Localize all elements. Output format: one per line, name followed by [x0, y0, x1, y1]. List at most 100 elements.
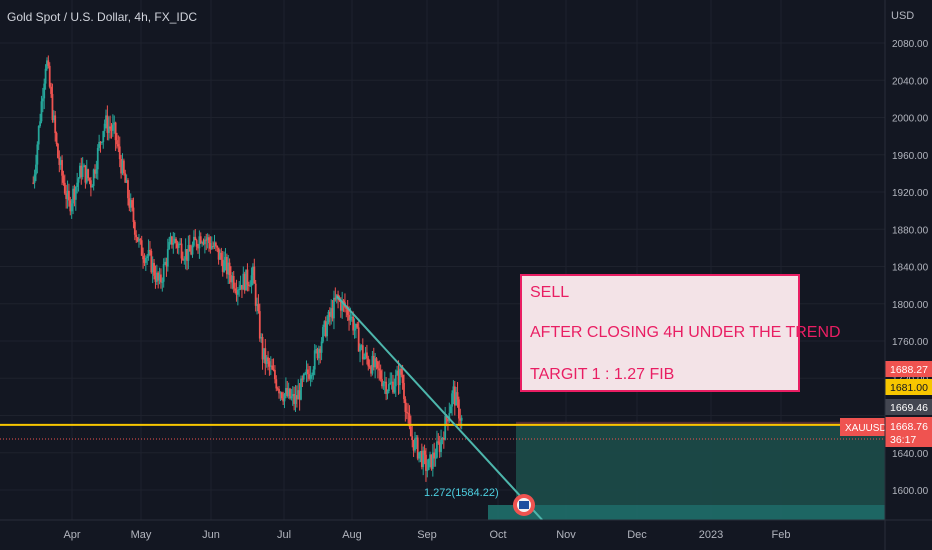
candle-body [157, 272, 160, 281]
candle-body [241, 285, 243, 290]
candle-body [418, 452, 420, 459]
candle-body [301, 378, 304, 380]
candle-body [103, 123, 106, 132]
candle-body [37, 126, 40, 145]
candle-body [179, 243, 182, 245]
candle-body [265, 357, 268, 364]
candle-body [283, 393, 286, 402]
candle-body [287, 388, 290, 396]
candle-body [40, 101, 43, 122]
candle-body [433, 452, 436, 459]
candle-body [77, 178, 80, 183]
candle-body [205, 239, 208, 241]
candle-body [339, 300, 342, 311]
candle-body [291, 394, 294, 397]
candle-body [76, 182, 79, 187]
candle-body [308, 374, 311, 379]
candle-body [319, 348, 322, 353]
candle-body [449, 406, 452, 414]
candle-body [57, 143, 59, 158]
current-price-tag [885, 417, 932, 447]
candle-body [431, 452, 434, 469]
candle-body [269, 365, 272, 367]
candle-body [111, 124, 114, 131]
candle-body [109, 126, 112, 129]
symbol-tag [840, 418, 885, 436]
trade-note-box[interactable]: SELL AFTER CLOSING 4H UNDER THE TREND TA… [520, 274, 841, 392]
candle-body [447, 419, 449, 422]
candle-body [54, 115, 57, 134]
candle-body [95, 169, 98, 174]
candle-body [349, 316, 352, 321]
candle-body [256, 304, 258, 306]
candle-body [305, 369, 308, 374]
candle-body [331, 308, 334, 319]
candle-body [219, 252, 221, 260]
candle-body [345, 307, 348, 309]
candle-body [312, 369, 315, 375]
candle-body [430, 454, 433, 469]
candle-body [263, 348, 265, 360]
candle-body [129, 200, 132, 208]
candle-body [203, 239, 206, 245]
candle-body [169, 236, 172, 242]
candle-body [113, 122, 116, 125]
candle-body [158, 274, 161, 281]
candle-body [55, 133, 58, 144]
candle-body [198, 236, 201, 249]
candle-body [252, 266, 254, 276]
candle-body [124, 173, 127, 183]
candle-body [425, 454, 427, 471]
candle-body [438, 442, 441, 452]
candle-body [313, 350, 316, 370]
candle-body [290, 396, 293, 399]
candle-body [66, 190, 69, 199]
price-tag-support-text: 1681.00 [890, 382, 928, 394]
candle-body [401, 374, 404, 383]
candle-body [73, 188, 76, 200]
candle-body [212, 246, 215, 248]
candle-body [254, 283, 257, 306]
candle-body [149, 250, 151, 252]
candle-body [348, 314, 350, 321]
fib-target-zone[interactable] [488, 505, 885, 520]
candle-body [276, 388, 279, 390]
candle-body [289, 388, 291, 399]
candle-body [225, 256, 228, 275]
x-tick-label: Jul [277, 529, 291, 541]
candle-body [83, 165, 85, 167]
candle-body [328, 311, 331, 317]
candle-body [210, 246, 213, 249]
candle-body [420, 451, 423, 468]
x-tick-label: Feb [772, 529, 791, 541]
candle-body [176, 243, 179, 248]
candle-body [121, 160, 124, 174]
candle-body [227, 262, 230, 275]
candle-body [151, 262, 154, 273]
candle-body [88, 178, 91, 181]
candle-body [445, 415, 448, 420]
x-tick-label: Apr [63, 529, 80, 541]
candle-body [234, 288, 236, 291]
candle-body [293, 394, 296, 404]
candle-body [360, 345, 363, 347]
candle-body [48, 65, 51, 87]
profit-target-zone[interactable] [516, 425, 885, 505]
candle-body [434, 457, 437, 459]
candle-body [309, 375, 312, 379]
candle-body [58, 157, 61, 165]
candle-body [381, 379, 383, 387]
candle-body [415, 437, 418, 439]
y-tick-label: 1760.00 [892, 337, 929, 348]
candle-body [110, 128, 113, 131]
candle-body [333, 297, 335, 319]
descending-trendline[interactable] [336, 295, 543, 521]
candle-body [286, 388, 289, 396]
symbol-tag-text: XAUUSD [845, 423, 887, 434]
candle-body [184, 249, 187, 260]
candle-body [324, 321, 327, 337]
candle-body [165, 261, 168, 267]
candle-body [246, 269, 249, 285]
current-price-text: 1668.76 [890, 421, 928, 433]
